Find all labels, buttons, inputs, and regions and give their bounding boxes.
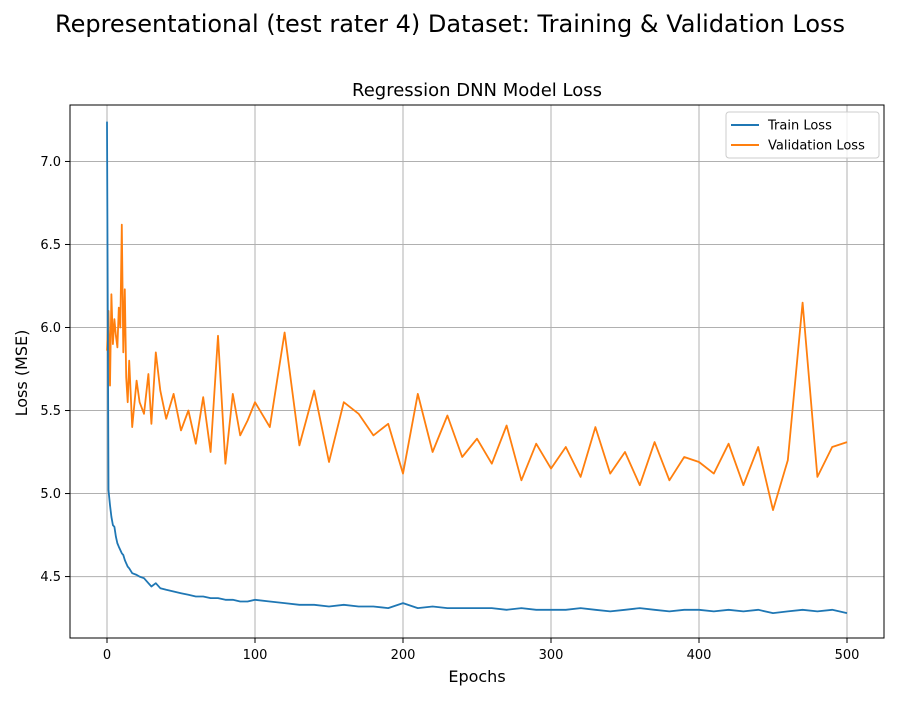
series-line-train-loss bbox=[106, 121, 848, 614]
chart-title: Regression DNN Model Loss bbox=[352, 80, 602, 101]
x-tick-label: 100 bbox=[243, 648, 268, 663]
legend-label-train-loss: Train Loss bbox=[767, 119, 832, 134]
y-tick-label: 5.0 bbox=[40, 487, 61, 502]
legend-box bbox=[725, 111, 880, 159]
y-tick-label: 4.5 bbox=[40, 570, 61, 585]
axes-background bbox=[70, 105, 884, 638]
x-tick-label: 200 bbox=[391, 648, 416, 663]
y-axis-ticks: 4.5 5.0 5.5 6.0 6.5 7.0 bbox=[40, 155, 70, 585]
x-tick-label: 300 bbox=[539, 648, 564, 663]
y-tick-label: 5.5 bbox=[40, 404, 61, 419]
grid bbox=[70, 105, 884, 638]
x-axis-ticks: 0 100 200 300 400 500 bbox=[103, 638, 860, 663]
legend: Train Loss Validation Loss bbox=[725, 111, 880, 159]
series-line-validation-loss bbox=[106, 223, 848, 512]
axes-frame bbox=[69, 104, 885, 639]
plot-area bbox=[69, 104, 885, 639]
x-tick-label: 400 bbox=[687, 648, 712, 663]
y-tick-label: 6.5 bbox=[40, 238, 61, 253]
x-tick-label: 500 bbox=[835, 648, 860, 663]
series-layer bbox=[106, 121, 848, 614]
figure-suptitle: Representational (test rater 4) Dataset:… bbox=[54, 10, 846, 38]
y-axis-label: Loss (MSE) bbox=[12, 330, 31, 417]
legend-label-validation-loss: Validation Loss bbox=[768, 139, 865, 154]
x-axis-label: Epochs bbox=[448, 667, 505, 686]
y-tick-label: 6.0 bbox=[40, 321, 61, 336]
y-tick-label: 7.0 bbox=[40, 155, 61, 170]
x-tick-label: 0 bbox=[103, 648, 111, 663]
